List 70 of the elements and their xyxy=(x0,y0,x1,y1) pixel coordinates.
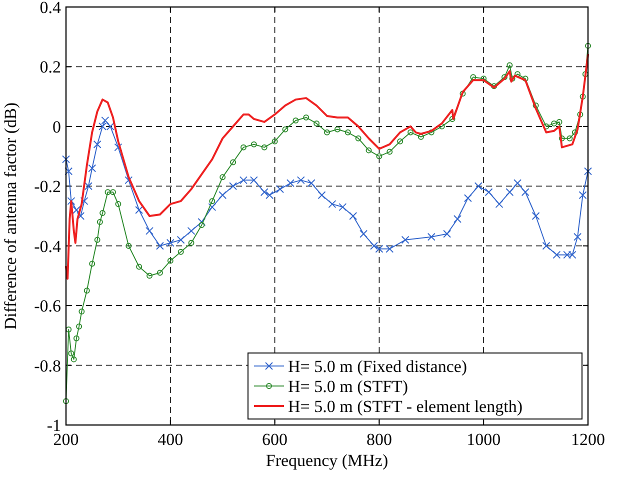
point xyxy=(88,164,96,172)
y-tick-label: 0 xyxy=(52,117,61,136)
point xyxy=(574,232,582,241)
point xyxy=(349,212,358,220)
point xyxy=(318,191,326,200)
x-tick-label: 1000 xyxy=(466,430,501,449)
point xyxy=(307,179,316,188)
point xyxy=(427,232,436,241)
point xyxy=(506,188,514,196)
legend-label: H= 5.0 m (Fixed distance) xyxy=(288,357,468,376)
point xyxy=(532,212,540,220)
point xyxy=(484,188,493,196)
x-tick-label: 1200 xyxy=(571,430,605,449)
y-tick-label: -0.8 xyxy=(34,356,61,376)
point xyxy=(542,242,550,250)
y-tick-label: 0.4 xyxy=(40,0,62,17)
point xyxy=(72,206,80,214)
point xyxy=(93,140,102,148)
point xyxy=(156,242,164,250)
point xyxy=(578,191,587,200)
point xyxy=(296,176,305,184)
point xyxy=(495,200,504,208)
y-tick-label: -0.6 xyxy=(34,296,61,316)
point xyxy=(198,218,206,226)
point xyxy=(464,194,472,202)
line-series xyxy=(65,54,589,280)
y-tick-label: -0.4 xyxy=(34,236,62,256)
point xyxy=(229,182,238,190)
point xyxy=(64,167,73,176)
point xyxy=(360,230,368,238)
x-tick-label: 600 xyxy=(262,430,288,449)
point xyxy=(370,242,378,250)
point xyxy=(521,188,530,196)
y-axis-title: Difference of antenna factor (dB) xyxy=(1,102,20,330)
point xyxy=(218,191,227,200)
point xyxy=(443,230,452,238)
point xyxy=(276,185,284,194)
x-axis-title: Frequency (MHz) xyxy=(266,451,388,470)
point xyxy=(208,203,216,212)
point xyxy=(514,179,522,188)
legend-label: H= 5.0 m (STFT - element length) xyxy=(288,397,522,416)
point xyxy=(266,191,274,200)
point xyxy=(584,167,592,176)
x-tick-label: 800 xyxy=(366,430,392,449)
point xyxy=(338,203,347,212)
point xyxy=(84,182,92,190)
point xyxy=(474,182,482,190)
point xyxy=(67,197,76,206)
point xyxy=(286,179,294,188)
point xyxy=(386,244,394,253)
point xyxy=(375,244,384,253)
point xyxy=(328,200,336,208)
point xyxy=(166,238,174,247)
point xyxy=(260,188,268,196)
y-tick-label: -0.2 xyxy=(34,177,61,196)
point xyxy=(250,176,258,184)
legend-label: H= 5.0 m (STFT) xyxy=(288,377,408,396)
point xyxy=(76,212,85,220)
point xyxy=(146,226,154,235)
point xyxy=(187,226,196,235)
point xyxy=(401,236,410,244)
point xyxy=(176,236,185,244)
point xyxy=(101,116,110,124)
point xyxy=(135,206,144,214)
point xyxy=(62,155,70,164)
point xyxy=(552,250,561,259)
y-tick-label: 0.2 xyxy=(40,58,61,77)
point xyxy=(239,176,248,184)
x-tick-label: 400 xyxy=(158,430,184,449)
point xyxy=(454,214,462,223)
